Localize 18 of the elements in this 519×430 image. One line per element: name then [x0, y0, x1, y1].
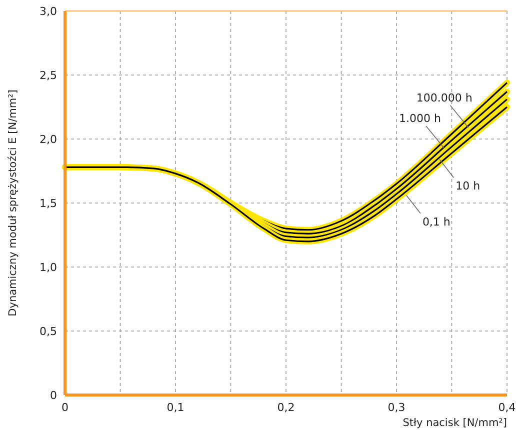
- y-tick-label: 0,5: [40, 325, 57, 338]
- x-axis-title: Stły nacisk [N/mm²]: [402, 417, 507, 429]
- y-tick-label: 1,5: [40, 197, 57, 210]
- y-axis-title: Dynamiczny moduł sprężystoźci E [N/mm²]: [7, 90, 19, 316]
- x-tick-label: 0,4: [498, 401, 516, 414]
- x-tick-label: 0,2: [277, 401, 295, 414]
- annotation: 0,1 h: [422, 215, 450, 228]
- y-tick-label: 2,5: [40, 69, 57, 82]
- x-tick-label: 0,3: [388, 401, 406, 414]
- annotation: 1.000 h: [399, 112, 442, 125]
- y-tick-label: 1,0: [40, 261, 57, 274]
- annotation: 100.000 h: [416, 91, 472, 104]
- y-tick-label: 3,0: [40, 5, 57, 18]
- x-tick-label: 0,1: [166, 401, 184, 414]
- x-tick-label: 0: [62, 401, 68, 414]
- y-tick-label: 0: [50, 389, 57, 402]
- annotation: 10 h: [456, 179, 480, 192]
- y-tick-label: 2,0: [40, 133, 57, 146]
